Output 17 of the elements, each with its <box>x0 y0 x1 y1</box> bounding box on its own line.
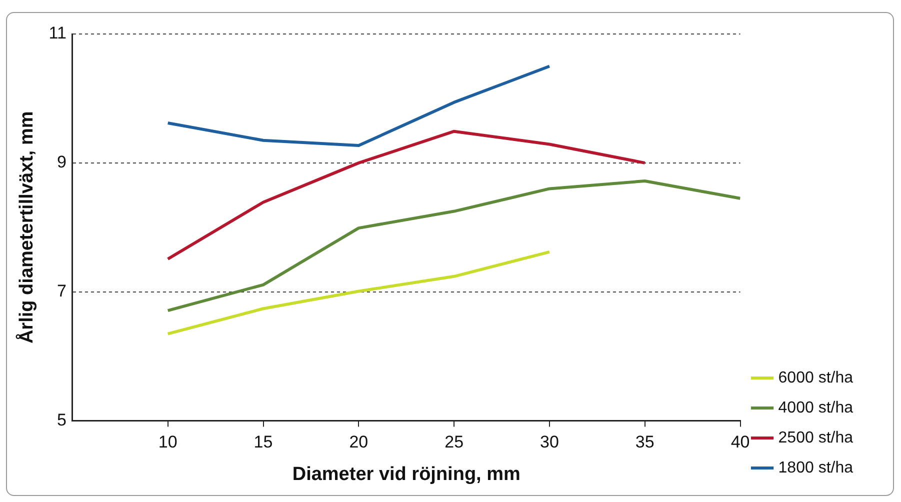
x-tick-label: 20 <box>349 432 368 452</box>
x-tick-label: 25 <box>444 432 464 452</box>
x-tick-label: 40 <box>730 432 750 452</box>
x-tick-label: 30 <box>540 432 559 452</box>
x-tick-label: 10 <box>158 432 178 452</box>
y-tick-label: 7 <box>56 282 66 301</box>
y-tick-label: 5 <box>56 410 66 430</box>
y-axis-title: Årlig diametertillväxt, mm <box>16 111 38 344</box>
legend-label: 1800 st/ha <box>778 459 854 476</box>
legend-label: 4000 st/ha <box>778 399 854 416</box>
y-tick-label: 9 <box>56 152 66 172</box>
legend-label: 6000 st/ha <box>778 369 854 386</box>
x-tick-label: 15 <box>254 432 273 452</box>
x-tick-label: 35 <box>635 432 654 452</box>
x-axis-title: Diameter vid röjning, mm <box>292 464 520 485</box>
y-tick-label: 11 <box>48 24 66 43</box>
legend-label: 2500 st/ha <box>778 429 854 446</box>
